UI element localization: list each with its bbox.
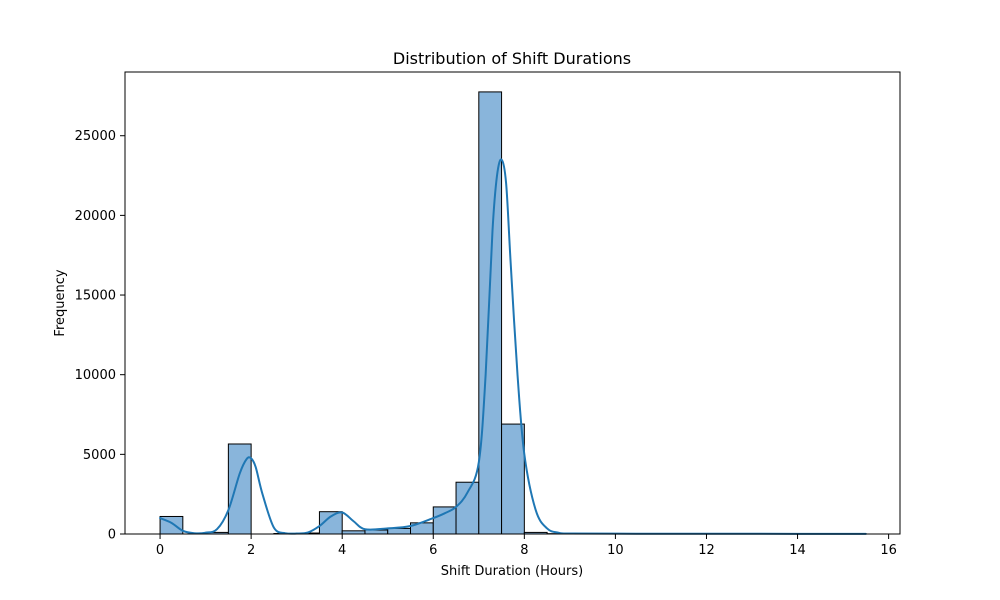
x-tick-label-4: 8 (520, 543, 528, 558)
x-tick-label-7: 14 (789, 543, 806, 558)
histogram-bar-10 (387, 527, 412, 535)
chart-title: Distribution of Shift Durations (393, 49, 631, 68)
x-tick-label-2: 4 (338, 543, 346, 558)
kde-line (159, 158, 867, 535)
y-tick-label-4: 20000 (75, 209, 116, 224)
x-axis: 0 2 4 6 8 10 12 14 16 (156, 534, 897, 558)
histogram-bar-12 (432, 506, 457, 535)
x-tick-label-0: 0 (156, 543, 164, 558)
histogram-bar-14 (478, 91, 503, 535)
x-tick-label-3: 6 (429, 543, 437, 558)
y-axis: 0 5000 10000 15000 20000 25000 (75, 129, 125, 543)
histogram-bar-9 (364, 529, 389, 535)
x-tick-label-1: 2 (247, 543, 255, 558)
plot-frame (124, 71, 901, 535)
y-tick-label-1: 5000 (83, 448, 116, 463)
y-axis-label: Frequency (53, 269, 68, 336)
x-tick-label-8: 16 (880, 543, 897, 558)
x-tick-label-5: 10 (607, 543, 624, 558)
histogram-bar-13 (455, 481, 480, 535)
histogram-bar-15 (501, 423, 525, 535)
y-tick-label-5: 25000 (75, 129, 116, 144)
kde-layer (159, 158, 867, 535)
y-tick-label-3: 15000 (75, 289, 116, 304)
x-tick-label-6: 12 (698, 543, 715, 558)
y-tick-label-0: 0 (108, 528, 116, 543)
x-axis-label: Shift Duration (Hours) (441, 564, 584, 579)
y-tick-label-2: 10000 (75, 368, 116, 383)
